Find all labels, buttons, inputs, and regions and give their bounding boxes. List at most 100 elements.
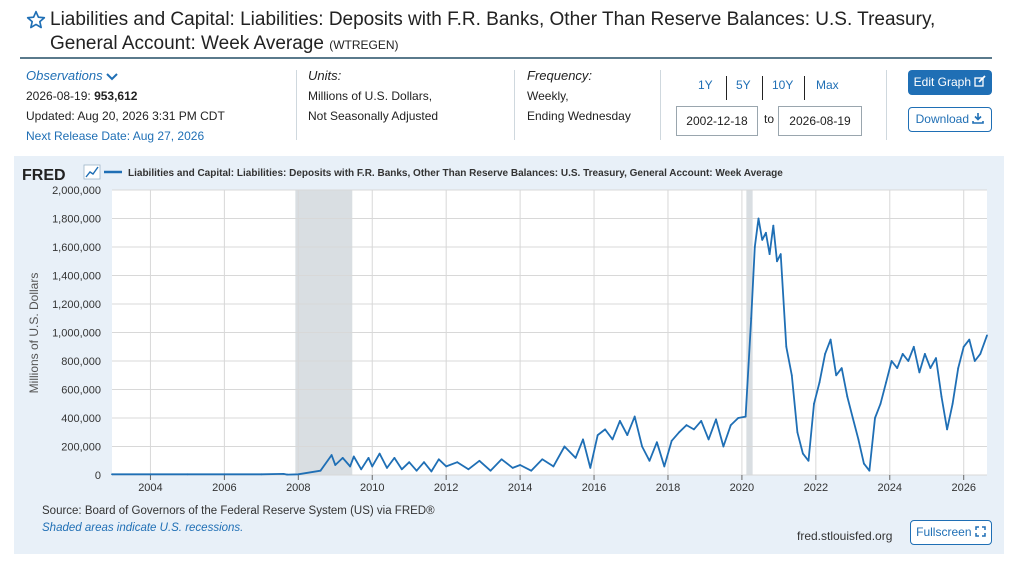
y-tick-label: 2,000,000 [52,185,101,197]
observations-panel: Observations 2026-08-19: 953,612 Updated… [26,66,296,146]
data-point [840,367,843,370]
data-point [772,224,775,227]
data-point [824,352,826,355]
data-point [655,441,658,444]
data-point [489,469,492,472]
x-tick-label: 2020 [730,482,754,494]
data-point [596,434,599,436]
data-point [641,445,644,448]
y-axis-ticks: 0 200,000 400,000 600,000 800,000 1,000,000 1,… [52,185,101,482]
data-point [962,345,965,348]
data-point [979,352,982,355]
end-date-input[interactable]: 2026-08-19 [778,106,862,136]
fullscreen-label: Fullscreen [916,525,972,539]
series-points [111,217,988,476]
y-tick-label: 1,000,000 [52,328,101,340]
data-point [846,395,849,398]
frequency-panel: Frequency: Weekly, Ending Wednesday [527,66,657,126]
data-point [715,418,717,421]
data-point [986,334,988,337]
data-point [785,345,788,348]
range-separator [726,76,727,100]
series-code: (WTREGEN) [329,38,399,52]
data-point [563,445,566,448]
data-point [776,260,778,263]
data-point [663,465,666,468]
y-tick-label: 800,000 [61,356,101,368]
data-point [779,253,782,256]
units-panel: Units: Millions of U.S. Dollars, Not Sea… [308,66,508,126]
data-point [753,246,756,248]
data-point [367,457,370,459]
next-release-link[interactable]: Next Release Date: Aug 27, 2026 [26,129,205,143]
download-icon [972,113,985,124]
meta-separator [886,70,887,140]
range-5y-button[interactable]: 5Y [736,78,751,92]
data-point [923,352,926,355]
meta-separator [660,70,661,140]
data-point [744,415,747,418]
data-point [430,470,433,473]
data-point [863,462,865,465]
y-tick-label: 400,000 [61,413,101,425]
data-point [371,465,374,468]
x-tick-label: 2008 [286,482,310,494]
data-point [761,238,764,241]
data-point [437,458,440,461]
data-point [574,457,577,459]
range-10y-button[interactable]: 10Y [772,78,794,92]
data-point [802,452,804,455]
data-point [611,438,614,441]
header-divider [20,57,992,59]
x-tick-label: 2024 [878,482,902,494]
data-point [352,455,355,458]
data-point [149,473,152,476]
range-1y-button[interactable]: 1Y [698,78,713,92]
data-point [796,431,799,434]
fullscreen-button[interactable]: Fullscreen [910,520,992,545]
data-point [541,458,544,461]
edit-icon [974,75,986,87]
y-tick-label: 1,200,000 [52,299,101,311]
data-point [685,424,688,427]
data-point [341,457,344,459]
data-point [604,428,607,431]
x-tick-label: 2010 [360,482,384,494]
edit-graph-button[interactable]: Edit Graph [908,70,992,95]
data-point [589,466,592,469]
data-point [408,461,411,464]
data-point [670,439,673,442]
observations-toggle[interactable]: Observations [26,66,296,86]
fullscreen-icon [975,526,986,537]
y-tick-label: 1,600,000 [52,242,101,254]
data-point [519,464,522,466]
data-point [790,374,793,377]
data-point [260,473,263,476]
data-point [857,438,860,441]
data-point [633,415,636,418]
star-icon[interactable] [26,10,46,30]
frequency-line2: Ending Wednesday [527,109,631,123]
observation-value: 953,612 [94,89,138,103]
fred-logo[interactable]: FRED [22,167,66,184]
data-point [890,360,893,362]
fred-logo-icon [83,164,101,180]
data-point [940,395,943,398]
download-button[interactable]: Download [908,107,992,132]
data-point [349,465,351,468]
site-link[interactable]: fred.stlouisfed.org [797,529,893,543]
range-separator [804,76,805,100]
data-point [868,469,871,472]
data-point [700,419,703,422]
data-point [500,458,503,461]
gridlines [112,189,987,476]
range-max-button[interactable]: Max [816,78,839,92]
units-line1: Millions of U.S. Dollars, [308,89,433,103]
y-tick-label: 200,000 [61,442,101,454]
series-line[interactable] [112,217,988,476]
data-point [918,371,921,374]
data-point [530,469,533,472]
edit-graph-label: Edit Graph [913,75,972,89]
start-date-input[interactable]: 2002-12-18 [676,106,758,136]
data-point [946,428,948,431]
